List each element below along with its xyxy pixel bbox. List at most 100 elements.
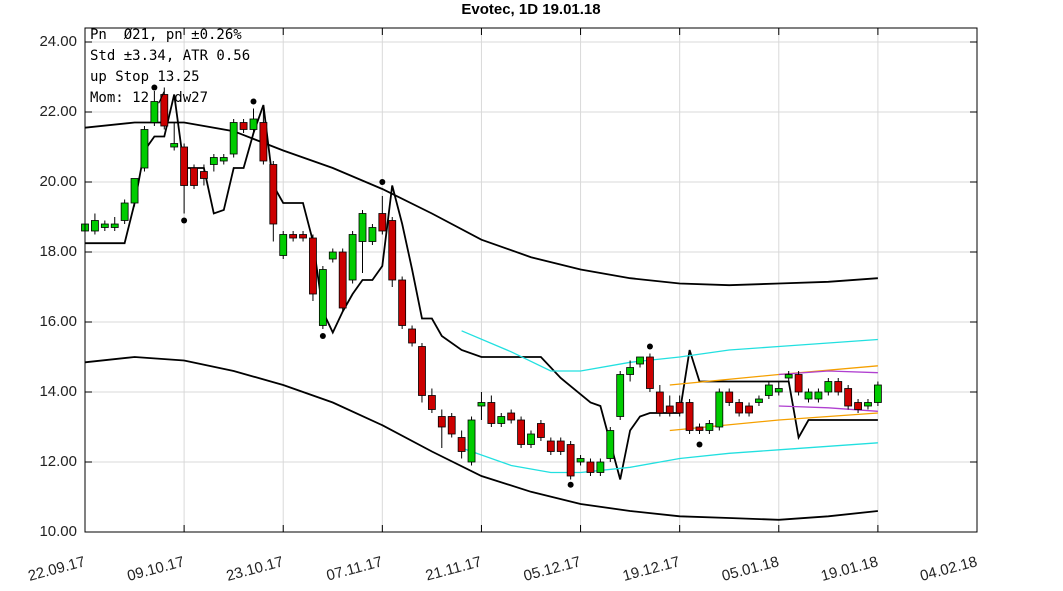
candle-body — [675, 402, 684, 414]
candle-body — [745, 405, 753, 414]
candle-body — [91, 220, 99, 232]
candle-body — [348, 234, 357, 281]
candle-body — [437, 416, 446, 428]
candle-body — [735, 402, 744, 414]
candle-body — [606, 430, 615, 459]
y-tick-label: 22.00 — [39, 103, 77, 120]
candle-body — [328, 251, 337, 260]
candle-body — [527, 433, 535, 445]
candle-body — [219, 157, 228, 162]
candle-body — [764, 384, 773, 396]
chart-title: Evotec, 1D 19.01.18 — [461, 1, 600, 18]
candle-body — [537, 423, 545, 438]
pivot-marker — [250, 98, 257, 105]
candle-body — [408, 328, 416, 344]
candle-body — [873, 384, 882, 403]
candle-body — [596, 461, 605, 473]
candle-body — [546, 440, 555, 452]
candle-body — [784, 374, 793, 379]
candle-body — [467, 419, 476, 463]
candle-body — [517, 419, 525, 445]
candle-body — [814, 391, 823, 400]
candle-body — [318, 269, 327, 326]
candle-body — [755, 398, 763, 403]
pivot-marker — [319, 333, 326, 339]
candle-body — [418, 346, 426, 396]
candle-body — [685, 402, 694, 431]
candle-body — [774, 388, 783, 393]
candle-body — [299, 234, 307, 239]
y-tick-label: 20.00 — [39, 173, 77, 190]
candle-body — [626, 367, 635, 375]
plot-frame — [84, 27, 978, 533]
candle-body — [725, 391, 734, 403]
pivot-marker — [646, 343, 653, 350]
candle-body — [249, 118, 258, 130]
candle-body — [289, 234, 298, 239]
y-tick-label: 12.00 — [39, 453, 77, 470]
candle-body — [655, 391, 664, 414]
candle-body — [844, 388, 853, 407]
candle-body — [398, 279, 407, 326]
candle-body — [576, 458, 585, 463]
y-tick-label: 16.00 — [39, 313, 77, 330]
candle-body — [160, 94, 169, 127]
candle-body — [636, 356, 644, 365]
overlay-line — [778, 370, 878, 376]
candle-body — [864, 402, 872, 407]
candle-body — [150, 101, 159, 123]
candle-body — [170, 143, 179, 148]
candle-body — [794, 374, 803, 393]
candle-body — [279, 234, 288, 256]
candle-body — [229, 122, 238, 155]
candle-body — [130, 178, 139, 204]
candle-body — [239, 122, 248, 130]
candle-body — [616, 374, 625, 417]
candle-body — [586, 461, 595, 473]
candle-body — [427, 395, 436, 410]
candle-body — [477, 402, 486, 407]
candle-body — [209, 157, 218, 165]
y-tick-label: 24.00 — [39, 33, 77, 50]
candle-body — [507, 412, 516, 421]
annotation: Pn Ø21, pn ±0.26% — [90, 27, 242, 43]
candle-body — [566, 444, 575, 477]
annotation: Std ±3.34, ATR 0.56 — [90, 48, 250, 64]
candle-body — [180, 146, 189, 186]
candle-body — [695, 426, 704, 431]
pivot-marker — [151, 84, 158, 91]
pivot-marker — [567, 481, 574, 488]
candle-body — [378, 213, 387, 232]
candle-body — [190, 167, 198, 186]
candle-body — [665, 405, 674, 414]
pivot-marker — [181, 217, 188, 224]
candle-body — [140, 129, 149, 169]
y-tick-label: 18.00 — [39, 243, 77, 260]
candle-body — [715, 391, 724, 428]
candle-body — [497, 416, 506, 424]
candle-body — [338, 251, 347, 309]
annotation: up Stop 13.25 — [90, 69, 200, 85]
candle-body — [368, 227, 377, 242]
candle-body — [804, 391, 813, 400]
y-tick-label: 14.00 — [39, 383, 77, 400]
annotation: Mom: 12 / dw27 — [90, 90, 208, 106]
overlay-line — [461, 442, 878, 474]
pivot-marker — [696, 441, 703, 448]
candle-body — [388, 220, 397, 281]
candle-body — [269, 164, 278, 225]
candle-body — [447, 416, 456, 435]
candle-body — [120, 202, 129, 221]
candle-body — [200, 171, 208, 179]
overlay-line — [84, 121, 878, 287]
overlay-line — [778, 405, 878, 412]
candle-body — [100, 223, 109, 228]
candle-body — [110, 223, 119, 228]
candle-body — [824, 381, 833, 393]
pivot-marker — [379, 179, 386, 185]
candle-body — [309, 237, 317, 295]
y-tick-label: 10.00 — [39, 523, 77, 540]
